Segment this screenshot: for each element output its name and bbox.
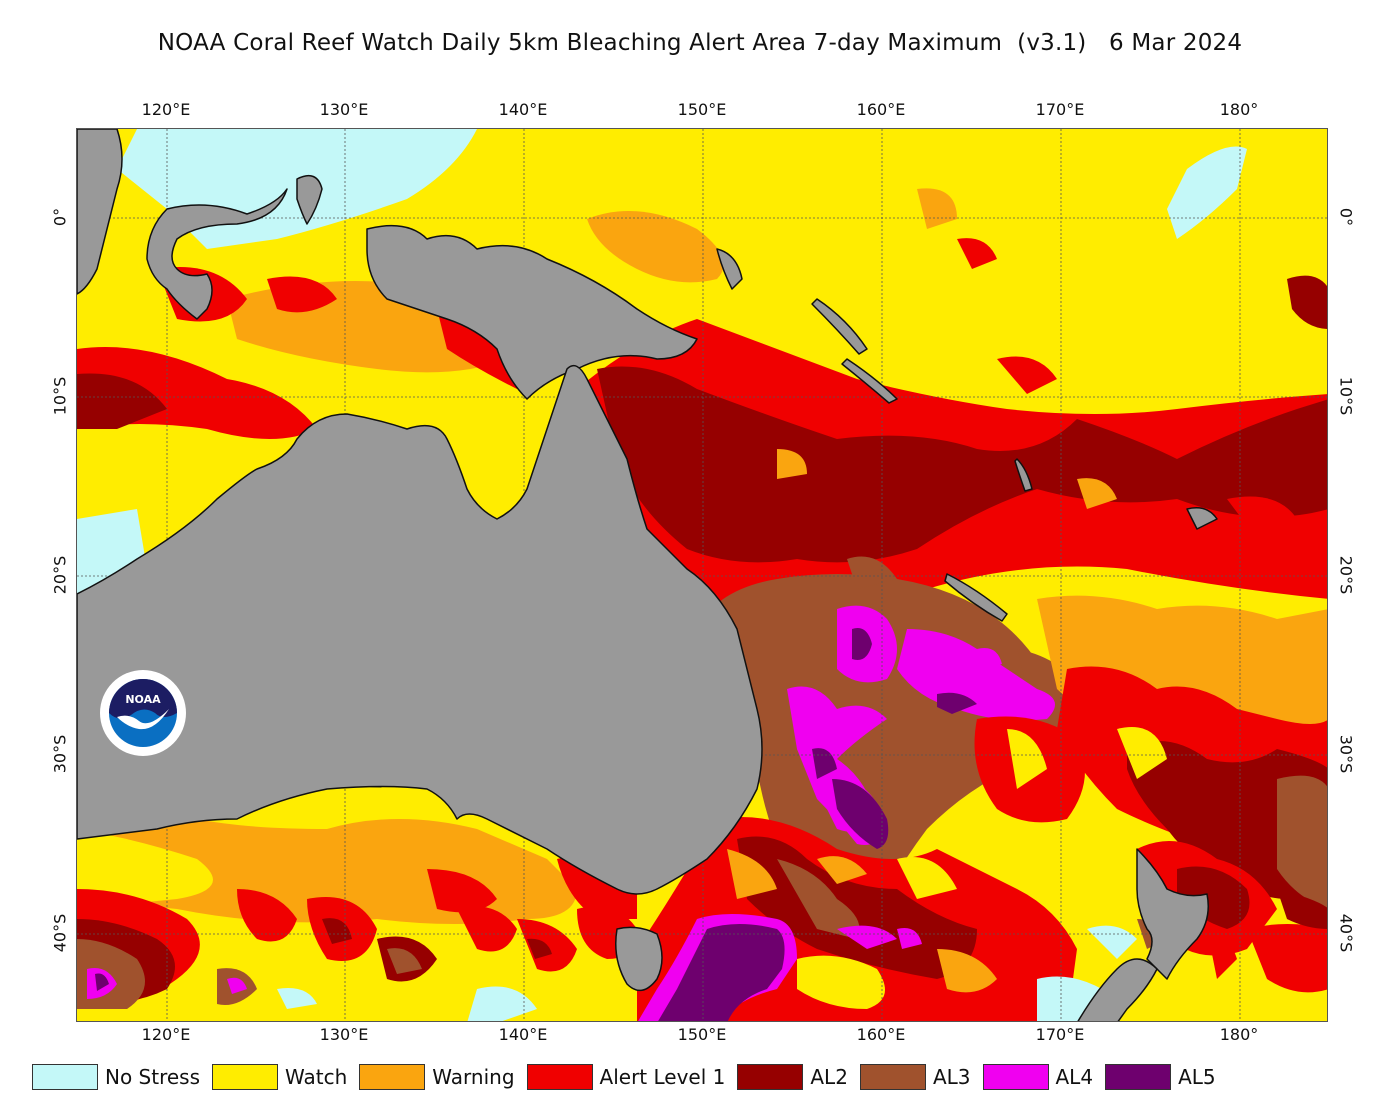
longitude-label-top: 140°E [498, 100, 548, 119]
latitude-label-left: 40°S [50, 913, 70, 953]
map-canvas [77, 129, 1327, 1021]
latitude-label-right: 10°S [1336, 376, 1356, 416]
legend-swatch [212, 1064, 279, 1090]
longitude-label-bottom: 120°E [141, 1025, 191, 1044]
longitude-label-bottom: 170°E [1035, 1025, 1085, 1044]
longitude-label-bottom: 180° [1219, 1025, 1259, 1044]
legend-swatch [859, 1064, 926, 1090]
longitude-label-bottom: 140°E [498, 1025, 548, 1044]
latitude-label-left: 20°S [50, 555, 70, 595]
longitude-label-bottom: 150°E [677, 1025, 727, 1044]
latitude-label-right: 40°S [1336, 913, 1356, 953]
noaa-logo-icon: NOAA [100, 670, 186, 756]
longitude-label-top: 180° [1219, 100, 1259, 119]
legend-item: AL2 [737, 1064, 854, 1090]
longitude-label-bottom: 160°E [856, 1025, 906, 1044]
svg-text:NOAA: NOAA [125, 693, 161, 706]
latitude-label-left: 10°S [50, 376, 70, 416]
longitude-label-top: 130°E [319, 100, 369, 119]
legend-item: Alert Level 1 [526, 1064, 732, 1090]
legend-label: AL4 [1055, 1065, 1094, 1089]
legend-label: Warning [432, 1065, 515, 1089]
longitude-label-top: 150°E [677, 100, 727, 119]
latitude-label-right: 30°S [1336, 734, 1356, 774]
legend-swatch [32, 1064, 98, 1090]
latitude-label-right: 0° [1336, 207, 1356, 227]
legend-label: Alert Level 1 [599, 1065, 726, 1089]
latitude-label-left: 30°S [50, 734, 70, 774]
map-title: NOAA Coral Reef Watch Daily 5km Bleachin… [157, 30, 1243, 56]
longitude-label-top: 160°E [856, 100, 906, 119]
legend-label: AL2 [810, 1065, 848, 1089]
latitude-label-left: 0° [50, 207, 70, 227]
legend-swatch [982, 1064, 1049, 1090]
legend-swatch [359, 1064, 426, 1090]
legend-swatch [1105, 1064, 1172, 1090]
legend-item: Watch [212, 1064, 353, 1090]
legend-label: AL3 [932, 1065, 971, 1089]
legend-item: AL5 [1105, 1064, 1222, 1090]
legend-label: AL5 [1178, 1065, 1216, 1089]
legend-item: AL3 [859, 1064, 977, 1090]
legend-label: No Stress [105, 1065, 201, 1089]
legend-item: Warning [359, 1064, 520, 1090]
legend-label: Watch [285, 1065, 348, 1089]
longitude-label-top: 170°E [1035, 100, 1085, 119]
legend-item: No Stress [32, 1064, 206, 1090]
longitude-label-bottom: 130°E [319, 1025, 369, 1044]
longitude-label-top: 120°E [141, 100, 191, 119]
bleaching-alert-map[interactable]: NOAA [76, 128, 1328, 1022]
legend: No Stress Watch Warning Alert Level 1 AL2 AL3… [32, 1062, 1228, 1092]
legend-item: AL4 [982, 1064, 1100, 1090]
latitude-label-right: 20°S [1336, 555, 1356, 595]
legend-swatch [526, 1064, 593, 1090]
legend-swatch [737, 1064, 804, 1090]
